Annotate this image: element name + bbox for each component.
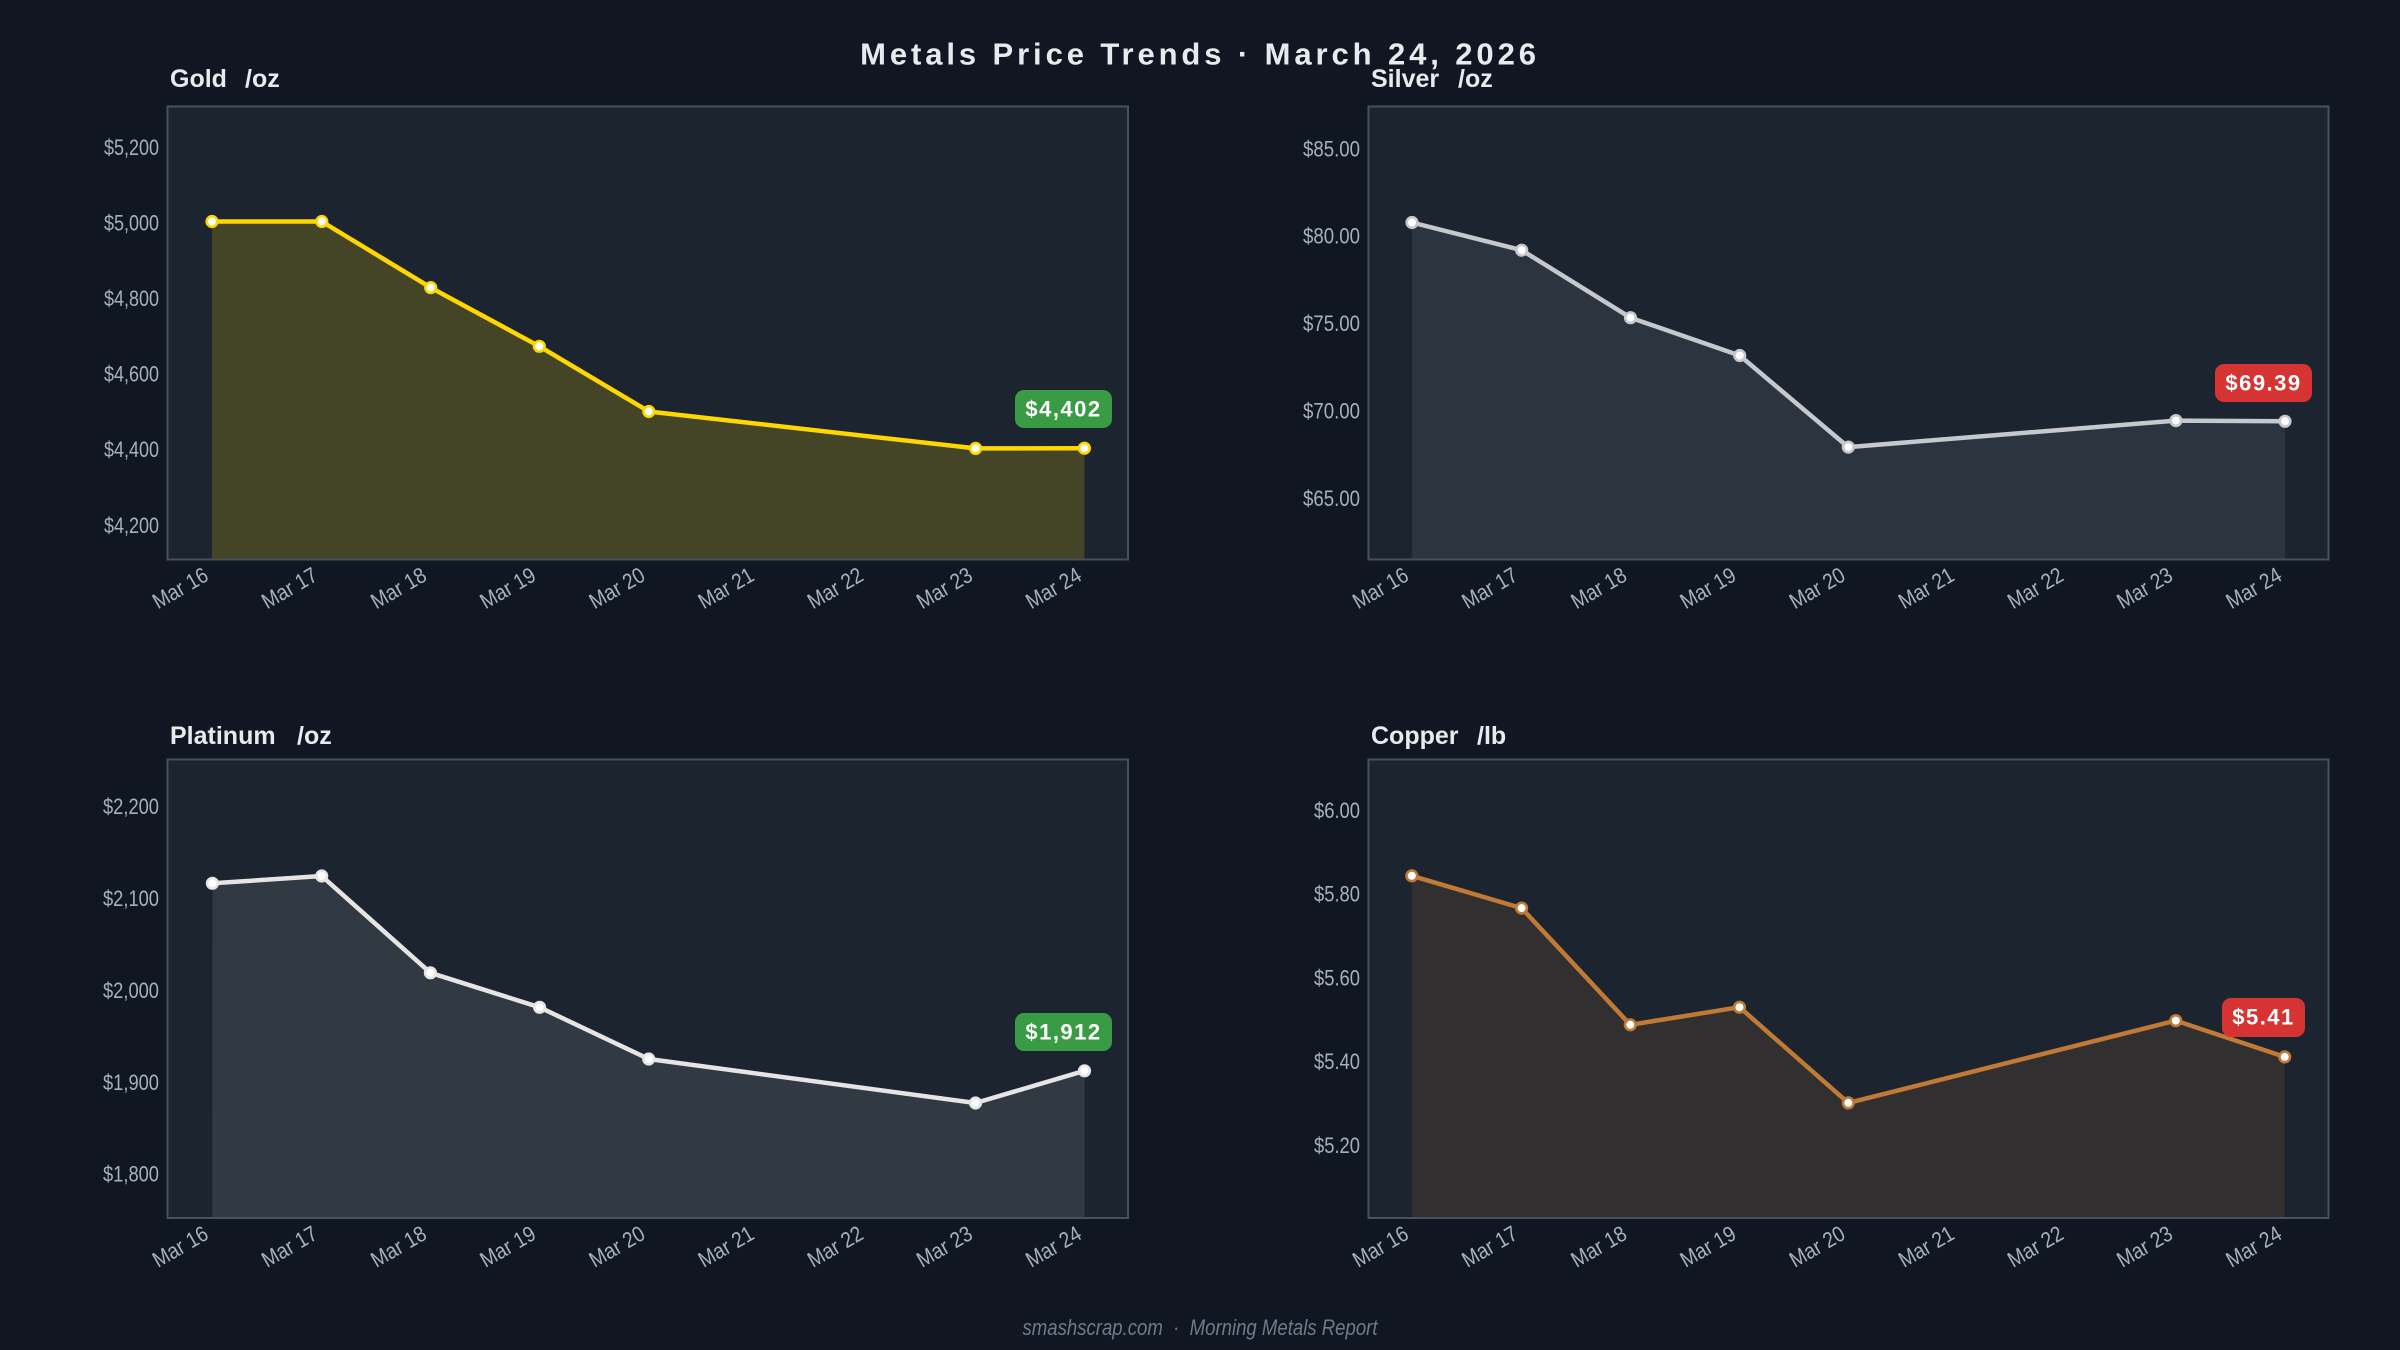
svg-text:$5.60: $5.60	[1314, 965, 1360, 990]
svg-text:Gold: Gold	[170, 65, 227, 93]
svg-text:$4,600: $4,600	[104, 362, 159, 387]
svg-text:$4,800: $4,800	[104, 286, 159, 311]
svg-text:/oz: /oz	[1458, 65, 1493, 93]
svg-text:$1,800: $1,800	[103, 1162, 159, 1187]
svg-text:$5.80: $5.80	[1314, 882, 1360, 907]
svg-text:Metals Price Trends · March: Metals Price Trends · March 24, 2026	[860, 37, 1540, 72]
svg-text:$5,000: $5,000	[104, 210, 159, 235]
svg-text:/oz: /oz	[245, 65, 280, 93]
svg-text:/lb: /lb	[1477, 722, 1506, 750]
svg-text:$85.00: $85.00	[1303, 136, 1360, 161]
svg-text:Silver: Silver	[1371, 65, 1439, 93]
svg-text:$4,400: $4,400	[104, 437, 159, 462]
svg-text:$70.00: $70.00	[1303, 398, 1360, 423]
svg-text:$1,912: $1,912	[1025, 1020, 1101, 1045]
svg-text:Platinum: Platinum	[170, 722, 276, 750]
svg-text:$2,000: $2,000	[103, 978, 159, 1003]
svg-text:$69.39: $69.39	[2225, 371, 2301, 396]
svg-text:$1,900: $1,900	[103, 1070, 159, 1095]
svg-text:$4,402: $4,402	[1025, 397, 1101, 422]
svg-text:$80.00: $80.00	[1303, 224, 1360, 249]
svg-text:$5.40: $5.40	[1314, 1049, 1360, 1074]
svg-text:smashscrap.com · Morning Met: smashscrap.com · Morning Metals Report	[1023, 1315, 1379, 1340]
svg-text:Copper: Copper	[1371, 722, 1459, 750]
svg-text:$2,200: $2,200	[103, 794, 159, 819]
svg-text:$5,200: $5,200	[104, 135, 159, 160]
svg-text:$4,200: $4,200	[104, 513, 159, 538]
svg-text:$5.41: $5.41	[2232, 1005, 2295, 1030]
svg-text:$5.20: $5.20	[1314, 1133, 1360, 1158]
svg-text:$75.00: $75.00	[1303, 311, 1360, 336]
svg-text:$6.00: $6.00	[1314, 798, 1360, 823]
svg-text:/oz: /oz	[297, 722, 332, 750]
svg-text:$65.00: $65.00	[1303, 486, 1360, 511]
svg-text:$2,100: $2,100	[103, 886, 159, 911]
